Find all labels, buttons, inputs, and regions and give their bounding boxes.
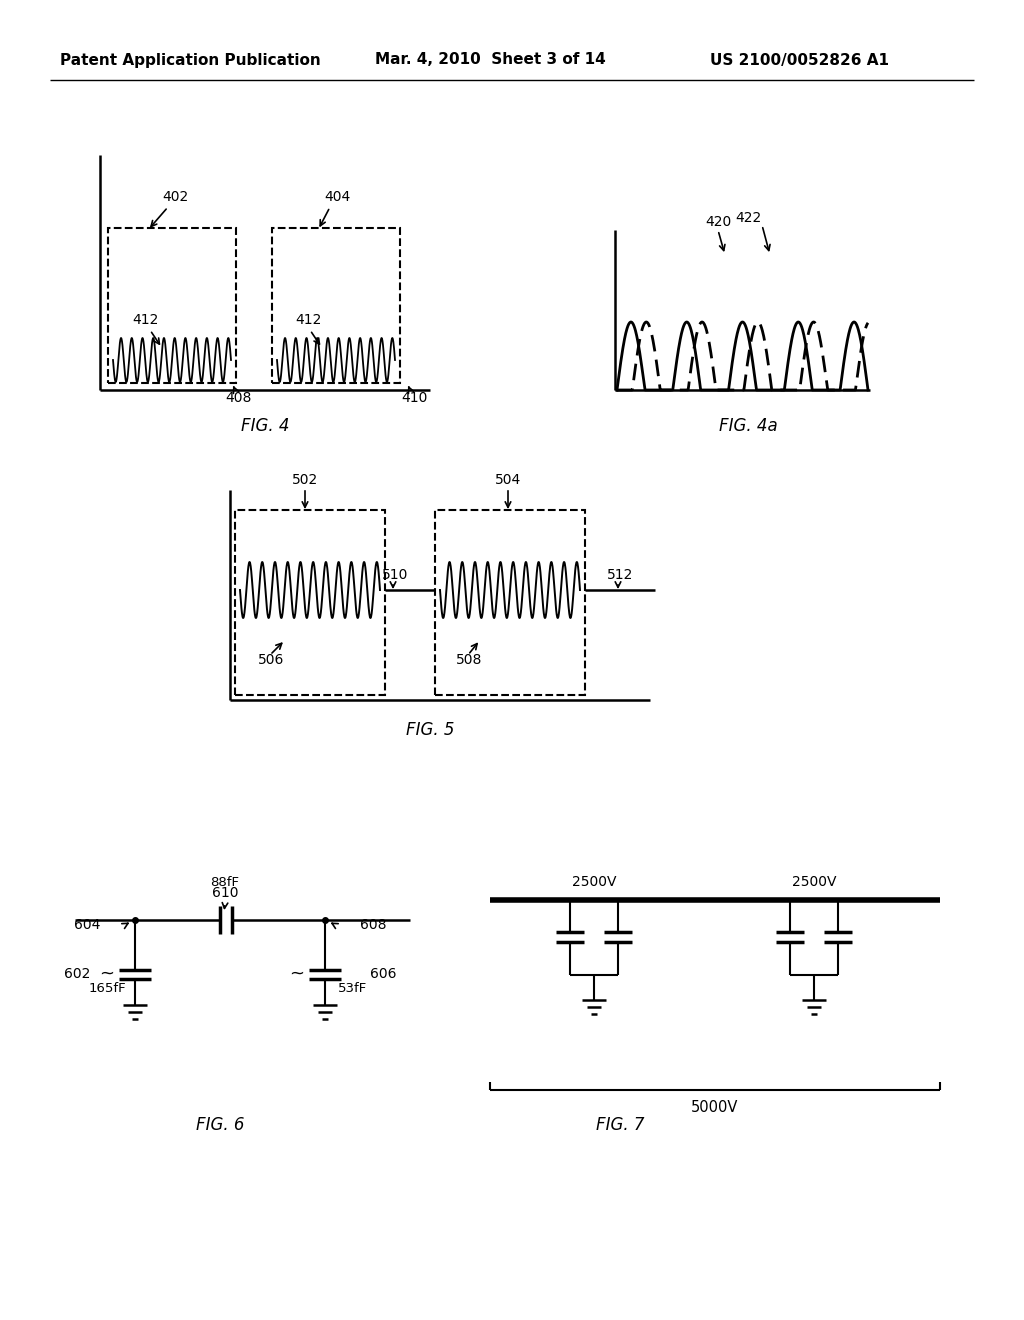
Bar [272,228,400,383]
Text: 606: 606 [370,968,396,981]
Text: 165fF: 165fF [88,982,126,994]
Text: 412: 412 [295,313,322,327]
Text: ~: ~ [290,965,304,983]
Text: 412: 412 [132,313,159,327]
Text: 422: 422 [736,211,762,224]
Text: 510: 510 [382,568,409,582]
Text: 604: 604 [74,917,100,932]
Text: 502: 502 [292,473,318,487]
Text: 506: 506 [258,653,285,667]
Text: 404: 404 [324,190,350,205]
Bar [108,228,236,383]
Text: FIG. 4: FIG. 4 [241,417,289,436]
Text: 402: 402 [162,190,188,205]
Text: 512: 512 [607,568,633,582]
Text: 610: 610 [212,886,239,900]
Text: FIG. 7: FIG. 7 [596,1115,644,1134]
Text: US 2100/0052826 A1: US 2100/0052826 A1 [711,53,890,67]
Text: 408: 408 [225,391,251,405]
Text: ~: ~ [99,965,115,983]
Text: Mar. 4, 2010  Sheet 3 of 14: Mar. 4, 2010 Sheet 3 of 14 [375,53,605,67]
Text: FIG. 4a: FIG. 4a [719,417,777,436]
Text: 88fF: 88fF [211,875,240,888]
Text: Patent Application Publication: Patent Application Publication [59,53,321,67]
Text: 410: 410 [401,391,428,405]
Text: 508: 508 [456,653,482,667]
Text: 2500V: 2500V [792,875,837,888]
Text: 5000V: 5000V [691,1101,738,1115]
Text: 504: 504 [495,473,521,487]
Text: 53fF: 53fF [338,982,368,994]
Text: 420: 420 [705,215,731,228]
Text: 2500V: 2500V [571,875,616,888]
Text: 602: 602 [63,968,90,981]
Text: FIG. 5: FIG. 5 [406,721,455,739]
Bar [234,510,385,696]
Bar [435,510,585,696]
Text: 608: 608 [360,917,386,932]
Text: FIG. 6: FIG. 6 [196,1115,245,1134]
